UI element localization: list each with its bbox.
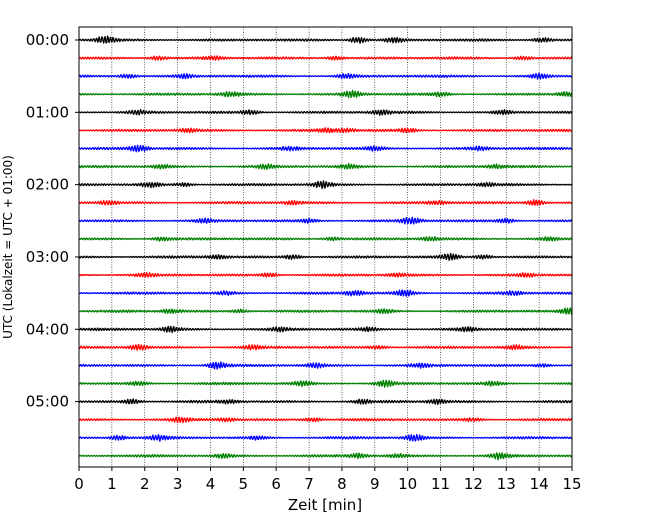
y-axis-label: UTC (Lokalzeit = UTC + 01:00) — [1, 155, 15, 339]
y-tick-label: 00:00 — [26, 31, 69, 49]
trace-line — [78, 216, 573, 225]
trace-layer — [78, 35, 573, 461]
trace-line — [78, 271, 573, 278]
trace-line — [78, 72, 573, 80]
trace-line — [78, 109, 573, 116]
x-tick-label: 10 — [398, 475, 417, 493]
trace-line — [78, 289, 573, 297]
trace-line — [78, 55, 573, 61]
y-axis-ticks: 00:00 01:00 02:00 03:00 04:00 05:00 — [26, 31, 79, 411]
y-tick-label: 05:00 — [26, 393, 69, 411]
trace-line — [78, 398, 573, 406]
trace-line — [78, 35, 573, 44]
trace-line — [78, 361, 573, 370]
x-tick-label: 8 — [337, 475, 347, 493]
plot-frame — [78, 26, 573, 468]
trace-line — [78, 127, 573, 134]
x-tick-label: 1 — [107, 475, 117, 493]
trace-line — [78, 144, 573, 153]
x-tick-label: 15 — [562, 475, 581, 493]
x-axis-label: Zeit [min] — [288, 496, 362, 514]
x-tick-label: 11 — [431, 475, 450, 493]
trace-line — [78, 236, 573, 242]
trace-line — [78, 89, 573, 99]
y-tick-label: 01:00 — [26, 103, 69, 121]
x-tick-label: 9 — [370, 475, 380, 493]
trace-line — [78, 416, 573, 424]
x-tick-label: 7 — [304, 475, 314, 493]
trace-line — [78, 180, 573, 190]
trace-line — [78, 162, 573, 170]
x-tick-label: 13 — [497, 475, 516, 493]
trace-line — [78, 343, 573, 351]
x-tick-label: 12 — [464, 475, 483, 493]
y-tick-label: 02:00 — [26, 176, 69, 194]
y-tick-label: 04:00 — [26, 320, 69, 338]
x-tick-label: 14 — [530, 475, 549, 493]
y-tick-label: 03:00 — [26, 248, 69, 266]
trace-line — [78, 252, 573, 261]
trace-line — [78, 325, 573, 334]
trace-line — [78, 433, 573, 442]
trace-line — [78, 379, 573, 388]
x-tick-label: 0 — [74, 475, 84, 493]
grid-layer — [111, 27, 540, 467]
trace-line — [78, 199, 573, 206]
x-tick-label: 4 — [206, 475, 216, 493]
trace-line — [78, 307, 573, 315]
x-tick-label: 6 — [271, 475, 281, 493]
x-tick-label: 5 — [239, 475, 249, 493]
x-tick-label: 3 — [173, 475, 183, 493]
plot-area — [79, 27, 572, 467]
trace-line — [78, 452, 573, 461]
x-tick-label: 2 — [140, 475, 150, 493]
x-axis-ticks: 0 1 2 3 4 5 6 7 8 9 10 11 12 13 14 15 — [74, 467, 582, 493]
